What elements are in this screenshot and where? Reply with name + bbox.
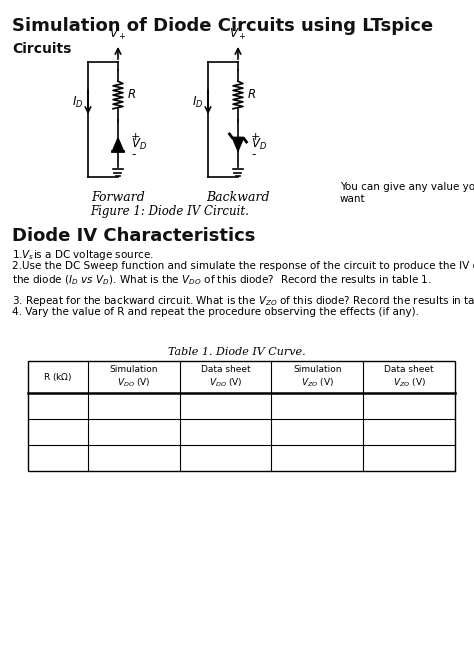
Text: $V_D$: $V_D$ xyxy=(131,137,147,152)
Text: R: R xyxy=(128,89,136,101)
Text: the diode ($I_D$ $\it{vs}$ $V_D$). What is the $V_{DO}$ of this diode?  Record t: the diode ($I_D$ $\it{vs}$ $V_D$). What … xyxy=(12,273,432,286)
Text: -: - xyxy=(131,148,136,161)
Text: You can give any value you
want: You can give any value you want xyxy=(340,182,474,204)
Text: +: + xyxy=(251,132,260,142)
Text: Simulation
$V_{DO}$ (V): Simulation $V_{DO}$ (V) xyxy=(109,366,158,388)
Text: Forward: Forward xyxy=(91,191,145,204)
Text: Data sheet
$V_{DO}$ (V): Data sheet $V_{DO}$ (V) xyxy=(201,366,250,388)
Text: -: - xyxy=(251,148,255,161)
Text: Backward: Backward xyxy=(206,191,270,204)
Text: Simulation of Diode Circuits using LTspice: Simulation of Diode Circuits using LTspi… xyxy=(12,17,433,35)
Text: $I_D$: $I_D$ xyxy=(191,95,203,110)
Polygon shape xyxy=(233,138,244,151)
Text: $V_D$: $V_D$ xyxy=(251,137,267,152)
Text: +: + xyxy=(131,132,140,142)
Text: Simulation
$V_{ZO}$ (V): Simulation $V_{ZO}$ (V) xyxy=(293,366,342,388)
Text: Figure 1: Diode IV Circuit.: Figure 1: Diode IV Circuit. xyxy=(91,205,249,218)
Text: $I_D$: $I_D$ xyxy=(72,95,83,110)
Text: 1.$\mathit{V_s}$is a DC voltage source.: 1.$\mathit{V_s}$is a DC voltage source. xyxy=(12,248,154,262)
Polygon shape xyxy=(112,138,124,151)
Text: R (k$\Omega$): R (k$\Omega$) xyxy=(43,371,73,383)
Text: 3. Repeat for the backward circuit. What is the $V_{ZO}$ of this diode? Record t: 3. Repeat for the backward circuit. What… xyxy=(12,294,474,308)
Text: Circuits: Circuits xyxy=(12,42,72,56)
Text: 4. Vary the value of R and repeat the procedure observing the effects (if any).: 4. Vary the value of R and repeat the pr… xyxy=(12,307,419,317)
Text: 2.Use the DC Sweep function and simulate the response of the circuit to produce : 2.Use the DC Sweep function and simulate… xyxy=(12,261,474,271)
Text: Table 1. Diode IV Curve.: Table 1. Diode IV Curve. xyxy=(168,347,306,357)
Text: $V_+$: $V_+$ xyxy=(229,27,247,42)
Bar xyxy=(28,361,455,471)
Text: $V_+$: $V_+$ xyxy=(109,27,127,42)
Text: Diode IV Characteristics: Diode IV Characteristics xyxy=(12,227,255,245)
Text: Data sheet
$V_{ZO}$ (V): Data sheet $V_{ZO}$ (V) xyxy=(384,366,434,388)
Text: R: R xyxy=(248,89,256,101)
